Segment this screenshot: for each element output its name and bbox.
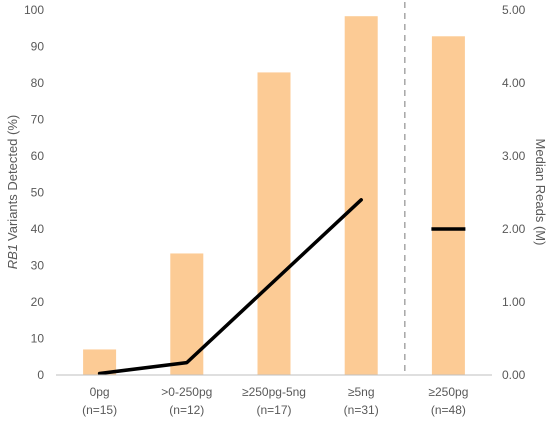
- category-count-label: (n=15): [82, 403, 117, 417]
- right-tick-label: 2.00: [502, 222, 526, 236]
- category-label: ≥250pg-5ng: [242, 385, 306, 399]
- right-tick-label: 1.00: [502, 295, 526, 309]
- category-count-label: (n=31): [344, 403, 379, 417]
- left-axis-ticks: 0 10 20 30 40 50 60 70 80 90 100: [24, 3, 44, 382]
- left-tick-label: 70: [31, 113, 45, 127]
- bar: [344, 16, 378, 376]
- category-label: ≥250pg: [428, 385, 468, 399]
- left-tick-label: 50: [31, 186, 45, 200]
- left-tick-label: 10: [31, 332, 45, 346]
- bar-series: [83, 16, 465, 376]
- right-tick-label: 0.00: [502, 368, 526, 382]
- right-tick-label: 3.00: [502, 149, 526, 163]
- bar: [431, 36, 465, 375]
- left-axis-title-rest: Variants Detected (%): [5, 115, 20, 241]
- right-axis-ticks: 0.00 1.00 2.00 3.00 4.00 5.00: [502, 3, 526, 382]
- left-tick-label: 0: [37, 368, 44, 382]
- left-tick-label: 90: [31, 40, 45, 54]
- left-tick-label: 20: [31, 295, 45, 309]
- bar: [257, 72, 291, 375]
- left-tick-label: 100: [24, 3, 44, 17]
- right-tick-label: 5.00: [502, 3, 526, 17]
- category-count-label: (n=12): [169, 403, 204, 417]
- category-labels: 0pg (n=15) >0-250pg (n=12) ≥250pg-5ng (n=17) ≥…: [82, 385, 468, 417]
- right-tick-label: 4.00: [502, 76, 526, 90]
- left-tick-label: 30: [31, 259, 45, 273]
- category-label: 0pg: [90, 385, 110, 399]
- right-axis-title: Median Reads (M): [533, 139, 548, 246]
- category-label: ≥5ng: [348, 385, 375, 399]
- line-series: [97, 198, 466, 376]
- left-axis-title: RB1 Variants Detected (%): [5, 115, 20, 270]
- left-tick-label: 40: [31, 222, 45, 236]
- bar: [170, 253, 204, 375]
- left-tick-label: 80: [31, 76, 45, 90]
- left-axis-title-gene: RB1: [5, 244, 20, 269]
- left-tick-label: 60: [31, 149, 45, 163]
- category-count-label: (n=17): [256, 403, 291, 417]
- category-label: >0-250pg: [161, 385, 212, 399]
- category-count-label: (n=48): [431, 403, 466, 417]
- median-reads-line: [97, 198, 363, 376]
